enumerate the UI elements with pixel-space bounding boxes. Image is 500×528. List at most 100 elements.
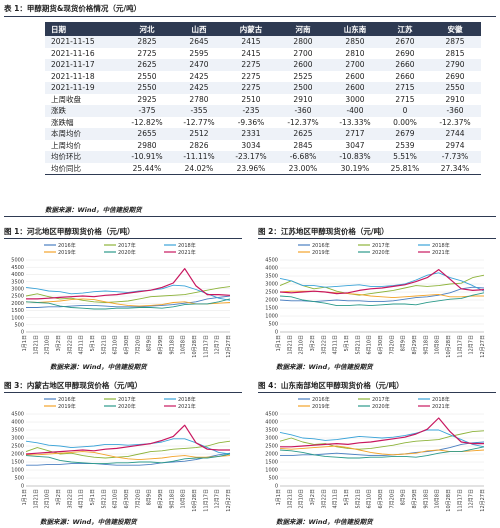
figure-3-caption: 图 3：内蒙古地区甲醇现货价格（元/吨）: [4, 381, 143, 390]
y-tick-label: 4500: [11, 265, 24, 271]
table-cell: 5.51%: [380, 151, 429, 163]
x-tick-label: 6月30日: [124, 489, 130, 509]
y-tick-label: 500: [268, 322, 278, 328]
table-cell: 2550: [120, 70, 173, 82]
series-line: [279, 445, 485, 456]
legend-label: 2016年: [312, 242, 330, 249]
series-line: [26, 452, 231, 466]
price-table: 日期 河北 山西 内蒙古 河南 山东南 江苏 安徽 2021-11-15 2825…: [45, 22, 481, 175]
table-cell: 2275: [224, 70, 277, 82]
table-cell: 2510: [224, 93, 277, 105]
x-tick-label: 2月10日: [299, 489, 305, 509]
x-tick-label: 3月2日: [56, 335, 62, 351]
table-row-label: 2021-11-16: [45, 47, 121, 59]
figure-3-source-note: 数据来源：Wind，中信建投期货: [40, 518, 137, 526]
x-tick-label: 6月10日: [367, 335, 373, 355]
y-tick-label: 2500: [265, 444, 278, 450]
table-cell: 2925: [120, 93, 173, 105]
x-tick-label: 7月20日: [389, 335, 395, 355]
x-tick-label: 4月11日: [333, 335, 339, 355]
x-tick-label: 11月17日: [457, 489, 463, 512]
table-top-rule: [4, 16, 496, 17]
table-cell: 2700: [328, 59, 381, 71]
legend-label: 2018年: [432, 396, 450, 403]
table-cell: 2600: [328, 70, 381, 82]
table-cell: -23.17%: [224, 151, 277, 163]
figure-4-caption: 图 4：山东南部地区甲醇现货价格（元/吨）: [258, 381, 404, 390]
series-line: [25, 440, 231, 459]
legend-label: 2017年: [118, 242, 136, 249]
y-tick-label: 1500: [11, 460, 24, 466]
y-tick-label: 2000: [11, 301, 24, 307]
table-row-label: 均价环比: [45, 151, 121, 163]
x-tick-label: 3月2日: [310, 335, 316, 351]
table-cell: -12.37%: [428, 116, 481, 128]
table-cell: 2700: [276, 47, 329, 59]
x-tick-label: 5月1日: [344, 489, 350, 505]
series-line: [279, 274, 485, 296]
table-row: 均价环比 -10.91% -11.11% -23.17% -6.68% -10.83% 5.…: [45, 151, 481, 163]
table-header-cell: 山西: [172, 22, 225, 36]
x-tick-label: 12月27日: [226, 489, 232, 512]
table-cell: 0: [380, 105, 429, 117]
x-tick-label: 1月21日: [33, 335, 39, 355]
y-tick-label: 2000: [265, 298, 278, 304]
table-cell: 2470: [172, 59, 225, 71]
table-row-label: 上周均价: [45, 139, 121, 151]
table-row: 2021-11-16 2725 2595 2415 2700 2810 2690 2815: [45, 47, 481, 59]
y-tick-label: 1500: [265, 306, 278, 312]
table-cell: 0.00%: [380, 116, 429, 128]
table-cell: 2690: [380, 47, 429, 59]
table-cell: 2625: [276, 128, 329, 140]
table-cell: 2744: [428, 128, 481, 140]
legend-label: 2020年: [118, 249, 136, 256]
table-cell: 3034: [224, 139, 277, 151]
x-tick-label: 7月20日: [389, 489, 395, 509]
table-cell: 2974: [428, 139, 481, 151]
table-cell: 2275: [224, 82, 277, 94]
legend-label: 2016年: [58, 242, 76, 249]
table-cell: 2715: [380, 93, 429, 105]
x-tick-label: 8月29日: [158, 489, 164, 509]
figure-4-source-note: 数据来源：Wind，中信建投期货: [276, 518, 373, 526]
table-cell: 2845: [276, 139, 329, 151]
table-header-cell: 河北: [120, 22, 173, 36]
legend-label: 2021年: [178, 403, 196, 410]
table-header-cell: 河南: [276, 22, 329, 36]
table-row-label: 2021-11-19: [45, 82, 121, 94]
figure-1-source-note: 数据来源：Wind，中信建投期货: [50, 363, 147, 371]
y-tick-label: 4000: [11, 420, 24, 426]
y-tick-label: 3500: [265, 428, 278, 434]
y-tick-label: 2500: [265, 290, 278, 296]
table-cell: -13.33%: [328, 116, 381, 128]
table-cell: 2780: [172, 93, 225, 105]
table-cell: -360: [276, 105, 329, 117]
x-tick-label: 11月17日: [203, 489, 209, 512]
figure-1-rule: [4, 238, 242, 239]
y-tick-label: 1000: [11, 315, 24, 321]
figure-3-chart: 2016年 2017年 2018年 2019年 2020年 2021年 4500 4000 35…: [4, 394, 234, 512]
x-tick-label: 2月10日: [299, 335, 305, 355]
x-tick-label: 1月1日: [22, 335, 28, 351]
y-tick-label: 0: [275, 484, 278, 490]
x-tick-label: 1月1日: [22, 489, 28, 505]
table-cell: 2595: [172, 47, 225, 59]
legend-label: 2019年: [312, 249, 330, 256]
x-tick-label: 3月2日: [310, 489, 316, 505]
y-tick-label: 4000: [11, 272, 24, 278]
x-tick-label: 5月21日: [355, 335, 361, 355]
x-tick-label: 10月8日: [435, 335, 441, 355]
legend-label: 2018年: [432, 242, 450, 249]
figure-4-chart: 2016年 2017年 2018年 2019年 2020年 2021年 4500 4000 35…: [258, 394, 488, 512]
y-tick-label: 500: [14, 323, 24, 329]
table-cell: 2331: [224, 128, 277, 140]
table-cell: 2875: [428, 36, 481, 48]
table-cell: 24.02%: [172, 162, 225, 175]
table-cell: 2539: [380, 139, 429, 151]
legend-label: 2021年: [432, 249, 450, 256]
table-cell: 2910: [428, 93, 481, 105]
y-tick-label: 1000: [265, 468, 278, 474]
table-cell: 2275: [224, 59, 277, 71]
legend-label: 2019年: [312, 403, 330, 410]
